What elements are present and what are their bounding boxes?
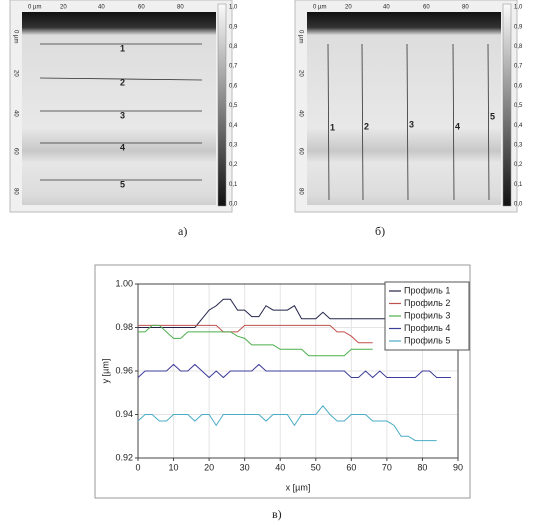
scale-label: 0,6	[229, 83, 238, 89]
scale-label: 0,8	[514, 44, 523, 50]
x-tick-label: 70	[382, 462, 392, 472]
scale-label: 0,5	[229, 103, 238, 109]
y-ruler-label: 20	[12, 70, 18, 77]
series-line	[137, 405, 437, 442]
scale-label: 0,0	[229, 202, 238, 208]
series-line	[138, 324, 373, 357]
panel-caption: в)	[272, 507, 282, 521]
plot-area	[137, 283, 459, 459]
x-tick-label: 30	[240, 462, 250, 472]
series-line	[137, 363, 451, 379]
scale-label: 0,3	[514, 142, 523, 148]
y-tick-label: 0.92	[115, 452, 133, 462]
x-axis-label: x [µm]	[286, 482, 311, 492]
scale-label: 0,7	[229, 64, 238, 70]
x-ruler-label: 20	[60, 5, 67, 11]
x-ruler-label: 40	[383, 5, 390, 11]
scale-label: 0,6	[514, 83, 523, 89]
x-ruler-label: 40	[98, 5, 105, 11]
y-ruler-label: 40	[12, 110, 18, 117]
profile-label: 3	[409, 119, 414, 129]
scale-label: 0,4	[229, 123, 238, 129]
legend-label: Профиль 3	[404, 310, 450, 320]
afm-image	[22, 12, 216, 205]
profile-line	[487, 43, 490, 201]
series-line	[138, 324, 373, 344]
scale-label: 0,8	[229, 44, 238, 50]
scale-label: 0,1	[229, 182, 238, 188]
x-tick-label: 0	[135, 462, 140, 472]
profile-label: 5	[120, 179, 125, 189]
x-ruler-label: 60	[138, 5, 145, 11]
profile-line	[327, 43, 330, 201]
scale-label: 0,9	[514, 24, 523, 30]
x-ruler-label: 0 µm	[313, 5, 326, 11]
y-tick-label: 1.00	[115, 278, 133, 288]
y-ruler-label: 60	[297, 148, 303, 155]
profile-label: 2	[364, 121, 369, 131]
legend-label: Профиль 5	[404, 335, 450, 345]
y-tick-label: 0.98	[115, 322, 133, 332]
y-ruler-label: 80	[297, 188, 303, 195]
profile-line	[452, 43, 455, 201]
scale-label: 1,0	[229, 5, 238, 11]
x-tick-label: 80	[417, 462, 427, 472]
x-tick-label: 60	[346, 462, 356, 472]
legend-label: Профиль 2	[404, 298, 450, 308]
color-scale	[502, 3, 512, 207]
profile-label: 3	[120, 110, 125, 120]
scale-label: 0,0	[514, 202, 523, 208]
profile-label: 2	[120, 77, 125, 87]
panel-caption: а)	[178, 224, 187, 238]
profile-label: 4	[120, 142, 125, 152]
y-ruler-label: 60	[12, 148, 18, 155]
profile-label: 5	[490, 111, 495, 121]
profile-line	[361, 43, 364, 201]
x-tick-label: 10	[169, 462, 179, 472]
y-ruler-label: 20	[297, 70, 303, 77]
profile-label: 1	[120, 43, 125, 53]
x-tick-label: 90	[453, 462, 463, 472]
profile-line	[406, 43, 409, 201]
y-ruler-label: 0 µm	[12, 30, 18, 43]
x-ruler-label: 0 µm	[28, 5, 41, 11]
scale-label: 0,9	[229, 24, 238, 30]
x-tick-label: 20	[204, 462, 214, 472]
y-ruler-label: 80	[12, 188, 18, 195]
afm-image	[307, 12, 501, 205]
scale-label: 1,0	[514, 5, 523, 11]
scale-label: 0,3	[229, 142, 238, 148]
y-ruler-label: 0 µm	[297, 30, 303, 43]
profile-line	[39, 77, 203, 81]
scale-label: 0,1	[514, 182, 523, 188]
x-ruler-label: 80	[462, 5, 469, 11]
profile-label: 1	[330, 122, 335, 132]
legend-label: Профиль 1	[404, 285, 450, 295]
profile-label: 4	[455, 121, 460, 131]
x-tick-label: 50	[311, 462, 321, 472]
scale-label: 0,2	[514, 162, 523, 168]
scale-label: 0,7	[514, 64, 523, 70]
y-tick-label: 0.96	[115, 365, 133, 375]
scale-label: 0,4	[514, 123, 523, 129]
legend-label: Профиль 4	[404, 323, 450, 333]
y-axis-label: y [µm]	[100, 359, 110, 384]
panel-caption: б)	[375, 224, 385, 238]
x-ruler-label: 60	[423, 5, 430, 11]
x-tick-label: 40	[275, 462, 285, 472]
y-tick-label: 0.94	[115, 409, 133, 419]
color-scale	[217, 3, 227, 207]
scale-label: 0,5	[514, 103, 523, 109]
x-ruler-label: 20	[345, 5, 352, 11]
scale-label: 0,2	[229, 162, 238, 168]
x-ruler-label: 80	[177, 5, 184, 11]
y-ruler-label: 40	[297, 110, 303, 117]
